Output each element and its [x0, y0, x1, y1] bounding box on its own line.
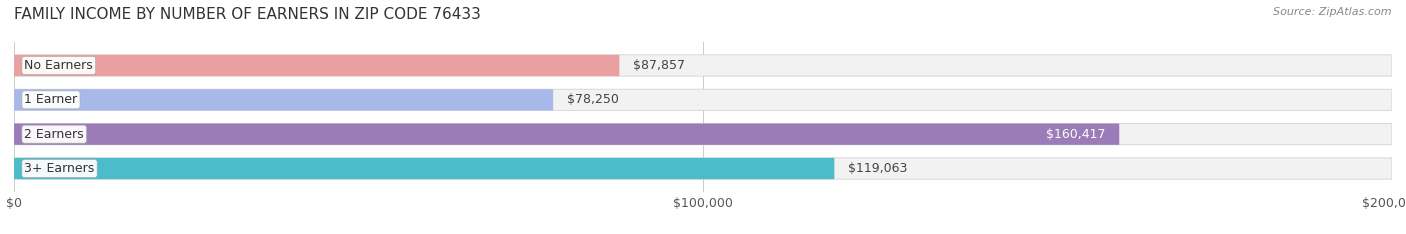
Text: 1 Earner: 1 Earner	[24, 93, 77, 106]
FancyBboxPatch shape	[14, 89, 553, 110]
FancyBboxPatch shape	[14, 124, 1119, 145]
Text: FAMILY INCOME BY NUMBER OF EARNERS IN ZIP CODE 76433: FAMILY INCOME BY NUMBER OF EARNERS IN ZI…	[14, 7, 481, 22]
Text: $160,417: $160,417	[1046, 128, 1105, 141]
FancyBboxPatch shape	[14, 124, 1392, 145]
Text: Source: ZipAtlas.com: Source: ZipAtlas.com	[1274, 7, 1392, 17]
FancyBboxPatch shape	[14, 158, 834, 179]
FancyBboxPatch shape	[14, 158, 1392, 179]
Text: $78,250: $78,250	[567, 93, 619, 106]
Text: 2 Earners: 2 Earners	[24, 128, 84, 141]
FancyBboxPatch shape	[14, 55, 619, 76]
Text: 3+ Earners: 3+ Earners	[24, 162, 94, 175]
Text: No Earners: No Earners	[24, 59, 93, 72]
FancyBboxPatch shape	[14, 55, 1392, 76]
Text: $119,063: $119,063	[848, 162, 907, 175]
Text: $87,857: $87,857	[633, 59, 685, 72]
FancyBboxPatch shape	[14, 89, 1392, 110]
